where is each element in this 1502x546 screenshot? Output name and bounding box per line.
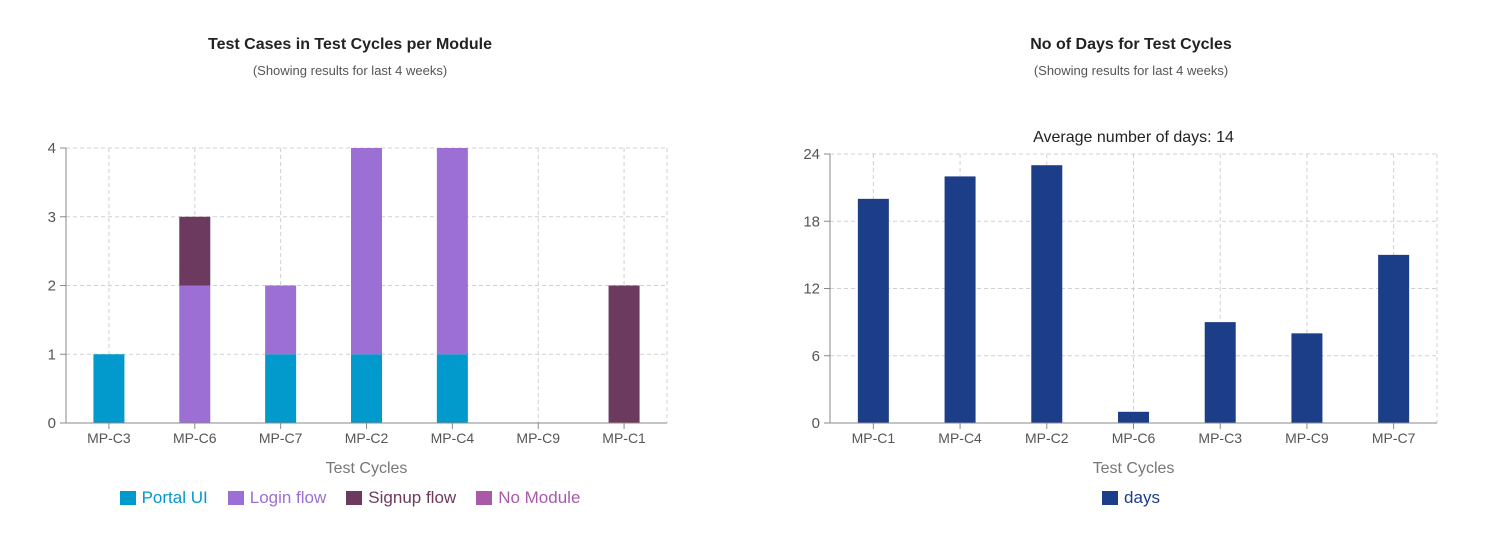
bar-MP-C1	[857, 198, 889, 423]
x-axis-label: Test Cycles	[1093, 460, 1175, 477]
chart-title: Test Cases in Test Cycles per Module	[208, 36, 492, 53]
chart-legend: Portal UI Login flow Signup flow No Module	[0, 488, 700, 508]
y-tick-label: 2	[48, 278, 56, 295]
legend-label: days	[1124, 488, 1160, 507]
chart-title: No of Days for Test Cycles	[1030, 36, 1232, 53]
chart-legend: days	[760, 488, 1502, 508]
legend-swatch	[227, 491, 244, 505]
x-tick-label: MP-C2	[345, 430, 389, 446]
x-tick-label: MP-C1	[602, 430, 646, 446]
legend-swatch	[119, 491, 136, 505]
legend-item[interactable]: No Module	[476, 488, 580, 508]
bar-MP-C7	[1378, 254, 1410, 423]
bar-MP-C3	[93, 354, 125, 423]
bar-MP-C2	[351, 148, 382, 355]
y-tick-label: 24	[803, 146, 820, 163]
x-tick-label: MP-C6	[173, 430, 217, 446]
chart-panel-days: No of Days for Test Cycles (Showing resu…	[760, 0, 1502, 546]
bar-MP-C7	[265, 354, 297, 423]
y-tick-label: 18	[803, 213, 820, 230]
chart-annotation: Average number of days: 14	[1033, 129, 1234, 146]
bar-MP-C9	[1291, 333, 1323, 423]
chart-panel-test-cases: Test Cases in Test Cycles per Module (Sh…	[0, 0, 700, 546]
y-tick-label: 6	[812, 348, 820, 365]
y-tick-label: 0	[812, 415, 820, 432]
bar-MP-C7	[265, 285, 297, 355]
y-tick-label: 12	[803, 281, 820, 298]
bar-MP-C2	[1031, 165, 1063, 424]
x-tick-label: MP-C7	[259, 430, 303, 446]
x-tick-label: MP-C9	[1285, 430, 1329, 446]
chart-subtitle: (Showing results for last 4 weeks)	[1033, 63, 1229, 78]
x-axis-label: Test Cycles	[326, 460, 408, 477]
legend-label: No Module	[498, 488, 581, 507]
bar-MP-C2	[351, 354, 382, 423]
legend-item[interactable]: Login flow	[227, 488, 327, 508]
x-tick-label: MP-C1	[852, 430, 896, 446]
x-tick-label: MP-C4	[431, 430, 475, 446]
x-tick-label: MP-C9	[516, 430, 560, 446]
x-tick-label: MP-C3	[87, 430, 131, 446]
bar-MP-C4	[436, 354, 468, 423]
bar-MP-C3	[1204, 322, 1236, 423]
bar-MP-C6	[179, 216, 211, 286]
legend-label: Portal UI	[141, 488, 208, 507]
stacked-bar-chart: 0 1 2 3 4 MP-C3 MP-C6 MP-C7 MP-C2 MP-C4 MP-C9 MP-C1…	[48, 140, 668, 477]
x-tick-label: MP-C2	[1025, 430, 1069, 446]
bar-MP-C4	[944, 176, 976, 423]
legend-swatch	[1102, 491, 1119, 505]
y-tick-label: 1	[48, 346, 56, 363]
bar-chart: 0 6 12 18 24 MP-C1 MP-C4 MP-C2 MP-C6 MP-C3 MP-C9 MP…	[803, 129, 1438, 477]
legend-swatch	[346, 491, 363, 505]
x-tick-label: MP-C4	[938, 430, 982, 446]
legend-item[interactable]: days	[1102, 488, 1160, 508]
y-tick-label: 0	[48, 415, 56, 432]
bar-MP-C6	[179, 285, 211, 423]
bar-MP-C1	[608, 285, 640, 423]
legend-label: Signup flow	[368, 488, 457, 507]
x-tick-label: MP-C3	[1198, 430, 1242, 446]
chart-subtitle: (Showing results for last 4 weeks)	[252, 63, 448, 78]
bar-MP-C4	[436, 148, 468, 355]
legend-item[interactable]: Portal UI	[119, 488, 208, 508]
y-tick-label: 4	[48, 140, 56, 157]
x-tick-label: MP-C7	[1372, 430, 1416, 446]
x-tick-label: MP-C6	[1112, 430, 1156, 446]
legend-swatch	[476, 491, 493, 505]
legend-item[interactable]: Signup flow	[346, 488, 456, 508]
bar-MP-C6	[1118, 411, 1149, 423]
legend-label: Login flow	[249, 488, 327, 507]
y-tick-label: 3	[48, 209, 56, 226]
